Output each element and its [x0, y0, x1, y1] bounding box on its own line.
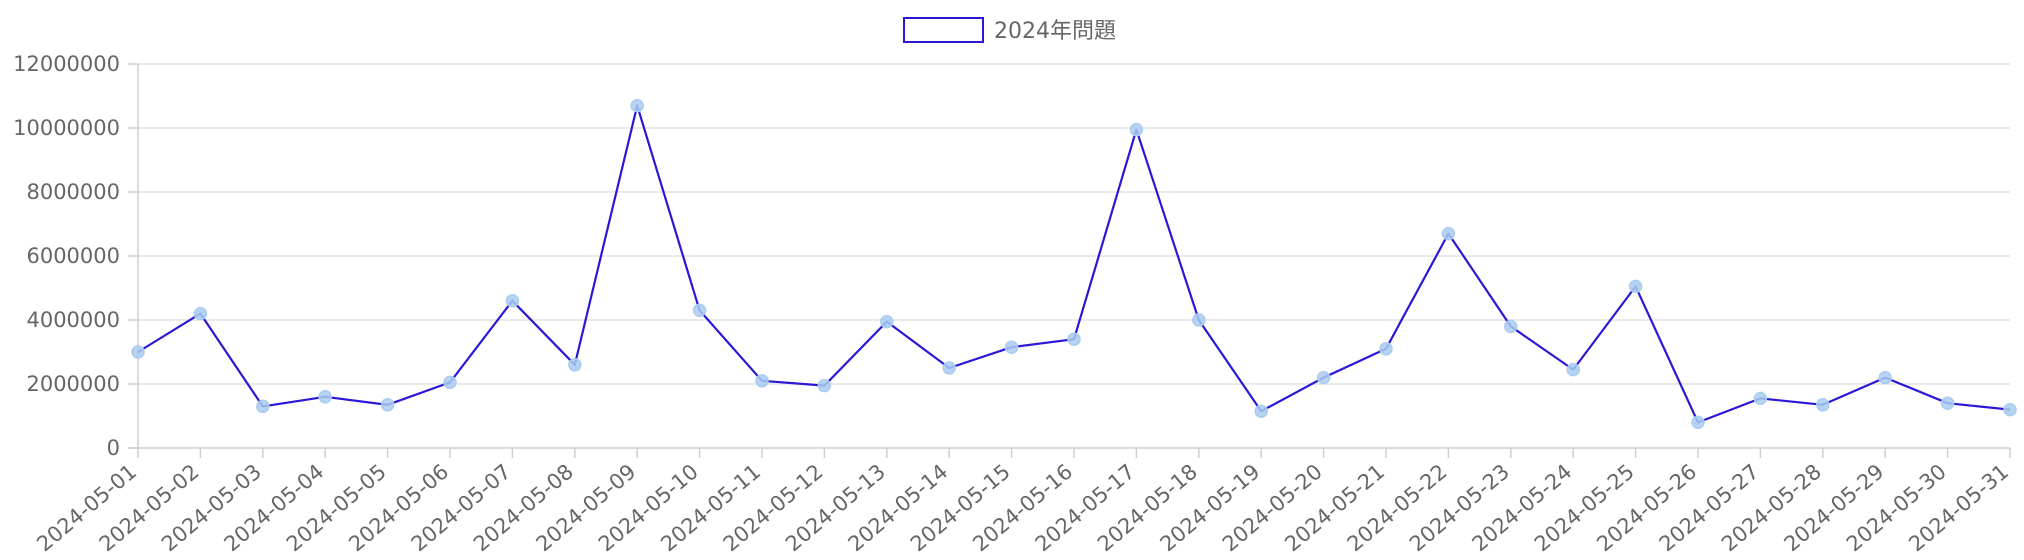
y-tick-label: 10000000 [13, 116, 120, 140]
data-point[interactable] [1628, 279, 1643, 294]
gridlines [138, 63, 2010, 385]
data-point[interactable] [131, 345, 145, 359]
data-point[interactable] [256, 399, 270, 414]
data-point[interactable] [193, 306, 208, 321]
y-tick-label: 4000000 [26, 308, 120, 332]
data-point[interactable] [692, 303, 707, 318]
data-point[interactable] [1504, 319, 1518, 334]
series-2024 [131, 98, 2017, 430]
data-point[interactable] [817, 378, 832, 393]
x-axis-ticks: 2024-05-012024-05-022024-05-032024-05-04… [32, 448, 2013, 556]
data-point[interactable] [1878, 370, 1892, 385]
y-tick-label: 2000000 [26, 372, 120, 396]
series-line [137, 104, 2011, 424]
data-point[interactable] [1067, 332, 1081, 346]
data-point[interactable] [630, 98, 644, 113]
data-point[interactable] [880, 314, 894, 329]
data-point[interactable] [755, 374, 769, 388]
data-point[interactable] [1004, 340, 1019, 354]
data-point[interactable] [1691, 415, 1705, 430]
data-point[interactable] [2003, 402, 2017, 417]
y-tick-label: 6000000 [26, 244, 120, 268]
data-point[interactable] [443, 375, 457, 390]
data-point[interactable] [1441, 226, 1456, 241]
legend[interactable]: 2024年問題 [903, 17, 1116, 44]
data-point[interactable] [318, 390, 332, 404]
data-point[interactable] [1566, 362, 1580, 377]
data-point[interactable] [1816, 398, 1830, 412]
y-tick-label: 8000000 [26, 180, 120, 204]
data-point[interactable] [505, 294, 520, 308]
data-point[interactable] [568, 358, 582, 372]
legend-label: 2024年問題 [994, 19, 1116, 44]
legend-swatch [903, 17, 984, 43]
data-point[interactable] [1379, 342, 1393, 356]
y-tick-label: 0 [107, 436, 120, 460]
data-point[interactable] [1753, 391, 1768, 406]
data-point[interactable] [1940, 396, 1955, 410]
data-point[interactable] [1192, 313, 1206, 327]
y-axis-ticks: 0 2000000 4000000 6000000 8000000 10000000 120… [13, 52, 138, 460]
data-point[interactable] [1316, 370, 1331, 385]
data-point[interactable] [380, 398, 395, 412]
data-point[interactable] [942, 361, 956, 375]
data-point[interactable] [1254, 404, 1268, 418]
y-tick-label: 12000000 [13, 52, 120, 76]
data-point[interactable] [1129, 122, 1144, 137]
